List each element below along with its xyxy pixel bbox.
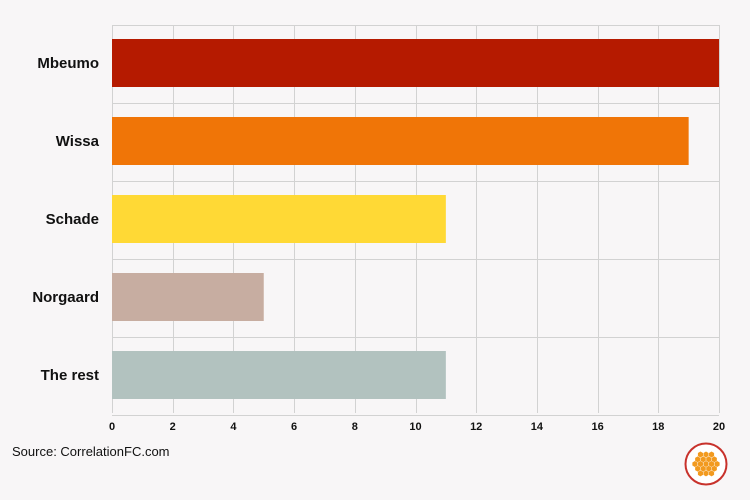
- category-label-norgaard: Norgaard: [32, 289, 99, 306]
- category-label-mbeumo: Mbeumo: [37, 55, 99, 72]
- x-tick-label-3: 6: [291, 421, 297, 433]
- category-labels: Mbeumo Wissa Schade Norgaard The rest: [32, 55, 99, 384]
- category-label-wissa: Wissa: [56, 133, 100, 150]
- source-note: Source: CorrelationFC.com: [12, 444, 170, 459]
- correlationfc-logo-icon: [684, 442, 728, 486]
- x-tick-label-1: 2: [170, 421, 176, 433]
- x-tick-label-2: 4: [230, 421, 237, 433]
- x-tick-label-8: 16: [591, 421, 603, 433]
- x-axis-tick-labels: 0 2 4 6 8 10 12 14 16 18 20: [109, 421, 725, 433]
- bars: [112, 39, 719, 399]
- category-label-schade: Schade: [46, 211, 99, 228]
- x-tick-label-5: 10: [409, 421, 421, 433]
- bar-wissa: [112, 117, 689, 165]
- x-tick-label-6: 12: [470, 421, 482, 433]
- bar-norgaard: [112, 273, 264, 321]
- x-tick-label-0: 0: [109, 421, 115, 433]
- x-tick-label-4: 8: [352, 421, 358, 433]
- x-tick-label-7: 14: [531, 421, 544, 433]
- x-tick-label-9: 18: [652, 421, 664, 433]
- bar-the-rest: [112, 351, 446, 399]
- bar-schade: [112, 195, 446, 243]
- x-tick-label-10: 20: [713, 421, 725, 433]
- category-label-the-rest: The rest: [41, 367, 99, 384]
- bar-mbeumo: [112, 39, 719, 87]
